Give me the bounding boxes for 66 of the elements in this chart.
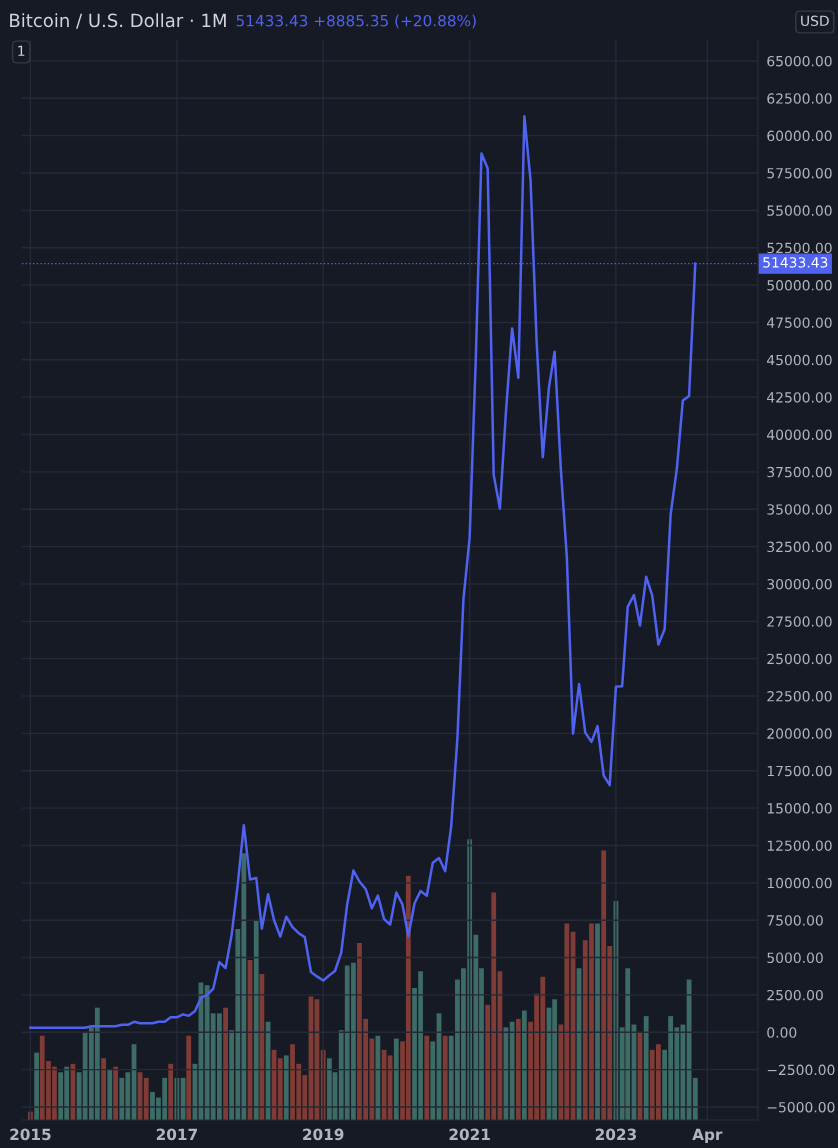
- bar: [430, 1041, 436, 1120]
- chart-title: Bitcoin / U.S. Dollar · 1M: [10, 13, 226, 29]
- y-tick-label: 65000.00: [767, 55, 832, 67]
- y-tick-label: 22500.00: [767, 691, 832, 702]
- bar: [387, 1055, 393, 1120]
- bar: [101, 1058, 106, 1120]
- bar: [180, 1077, 186, 1120]
- bar: [509, 1021, 515, 1120]
- y-tick-label: 47500.00: [767, 317, 832, 328]
- y-tick-label: 35000.00: [767, 504, 832, 515]
- y-tick-label: 42500.00: [767, 392, 832, 403]
- y-tick-label: 2500.00: [767, 989, 823, 1001]
- y-tick-label: 60000.00: [767, 130, 832, 142]
- bar: [259, 973, 265, 1120]
- bar: [143, 1077, 149, 1120]
- y-tick-label: 32500.00: [767, 541, 832, 553]
- y-tick-label: 52500.00: [767, 242, 832, 254]
- bar: [692, 1077, 698, 1120]
- y-tick-label: 20000.00: [767, 728, 832, 739]
- y-tick-label: 62500.00: [767, 93, 832, 104]
- text: USD: [801, 15, 829, 27]
- bar: [521, 1010, 527, 1120]
- y-tick-label: 17500.00: [767, 765, 832, 777]
- y-tick-label: 57500.00: [767, 167, 832, 179]
- bar: [107, 1069, 113, 1120]
- x-tick-label: Apr: [692, 1128, 723, 1144]
- y-tick-label: 30000.00: [767, 578, 832, 590]
- y-tick-label: 27500.00: [767, 616, 832, 627]
- bar: [168, 1063, 174, 1120]
- x-tick-label: 2017: [156, 1128, 197, 1141]
- y-tick-label: 55000.00: [767, 205, 832, 216]
- bar: [253, 920, 259, 1120]
- bar: [277, 1058, 283, 1120]
- y-tick-label: 25000.00: [767, 653, 832, 665]
- y-tick-label: 5000.00: [767, 952, 823, 964]
- x-tick-label: 2015: [10, 1128, 51, 1141]
- y-tick-label: 15000.00: [767, 803, 832, 814]
- y-tick-label: 7500.00: [767, 915, 823, 926]
- y-tick-label: 0.00: [767, 1027, 797, 1038]
- bar: [375, 1035, 381, 1120]
- y-tick-label: 10000.00: [767, 877, 832, 889]
- bar: [34, 1052, 40, 1120]
- y-tick-label: 12500.00: [767, 840, 832, 851]
- bar: [186, 1035, 192, 1120]
- x-tick-label: 2021: [449, 1128, 490, 1141]
- x-tick-label: 2023: [595, 1128, 636, 1141]
- y-tick-label: −5000.00: [767, 1101, 835, 1113]
- bar: [424, 1035, 430, 1120]
- y-tick-label: 45000.00: [767, 354, 832, 366]
- bar: [70, 1063, 76, 1120]
- bar: [595, 923, 600, 1120]
- bar: [643, 1016, 649, 1120]
- y-tick-label: −2500.00: [767, 1064, 835, 1076]
- y-tick-label: 50000.00: [767, 280, 832, 291]
- bar: [223, 1007, 228, 1120]
- bar: [442, 1035, 448, 1120]
- bar: [515, 1018, 521, 1120]
- y-tick-label: 40000.00: [767, 429, 832, 440]
- y-tick-label: 37500.00: [767, 466, 832, 478]
- chart-subtitle: 51433.43 +8885.35 (+20.88%): [236, 14, 476, 29]
- bar: [283, 1055, 289, 1120]
- x-tick-label: 2019: [303, 1128, 344, 1141]
- bar: [393, 1038, 399, 1120]
- annotation: 1: [18, 45, 25, 56]
- bar: [113, 1066, 118, 1120]
- ref-line-label: 51433.43: [763, 257, 828, 268]
